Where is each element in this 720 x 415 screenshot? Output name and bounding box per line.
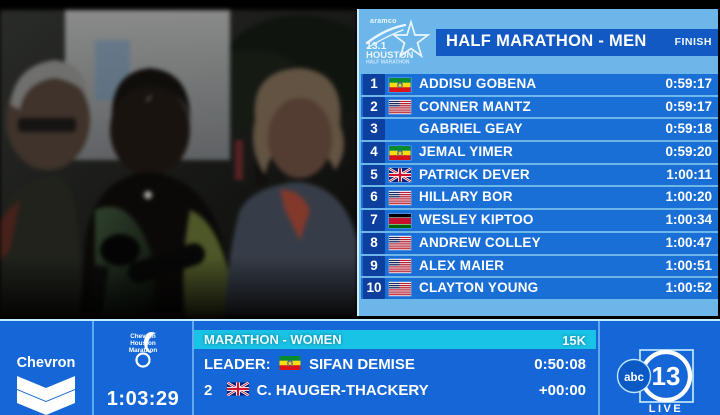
svg-text:13: 13	[652, 361, 681, 391]
svg-text:Chevron: Chevron	[17, 355, 76, 371]
svg-text:Houston: Houston	[130, 340, 156, 347]
svg-text:aramco: aramco	[370, 18, 397, 25]
svg-text:abc: abc	[624, 372, 644, 384]
svg-text:✓: ✓	[144, 92, 155, 105]
svg-text:LIVE: LIVE	[649, 403, 683, 415]
svg-text:HALF MARATHON: HALF MARATHON	[366, 60, 410, 66]
